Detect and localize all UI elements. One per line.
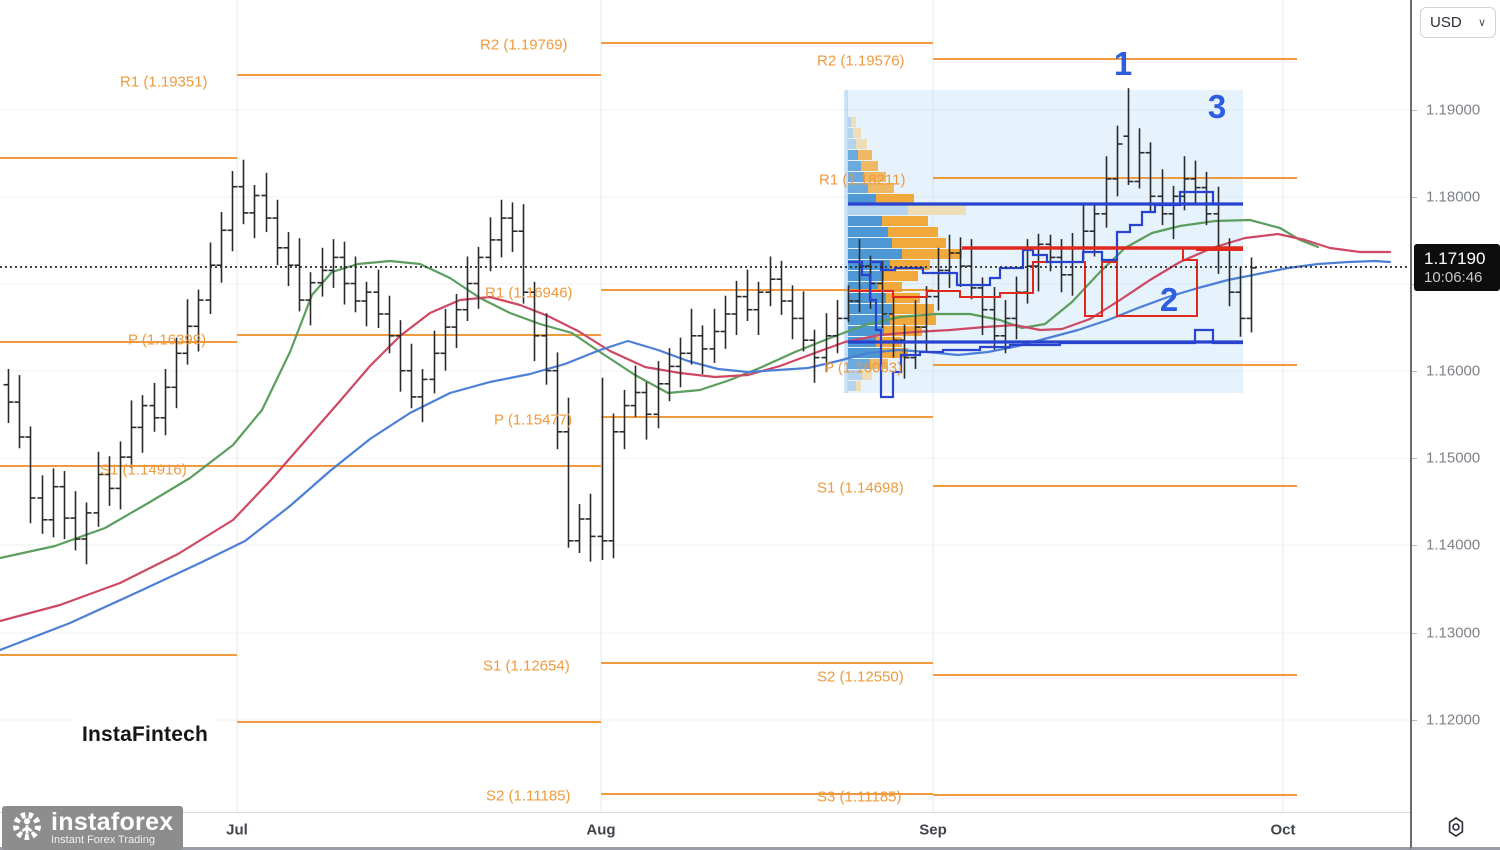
pivot-label: S2 (1.12550) xyxy=(817,668,904,686)
instaforex-gear-icon xyxy=(10,809,44,848)
watermark-box: InstaFintech xyxy=(74,712,216,758)
pivot-label: R1 (1.19351) xyxy=(120,73,208,91)
last-price-time: 10:06:46 xyxy=(1424,268,1483,286)
price-tick-label: 1.15000 xyxy=(1426,449,1481,467)
price-tick-label: 1.13000 xyxy=(1426,624,1481,642)
price-tick-mark xyxy=(1412,633,1417,634)
pivot-label: S2 (1.11185) xyxy=(486,787,571,805)
month-label-jul: Jul xyxy=(226,821,248,839)
price-tick-mark xyxy=(1412,458,1417,459)
logo-title: instaforex xyxy=(51,808,174,836)
last-price-value: 1.17190 xyxy=(1424,248,1486,268)
wave-annotation-2: 2 xyxy=(1159,281,1179,318)
ma-slow-blue xyxy=(0,259,1392,652)
pivot-label: R1 (1.18211) xyxy=(819,171,906,189)
time-axis[interactable]: Jul Aug Sep Oct xyxy=(0,812,1410,850)
price-tick-mark xyxy=(1412,720,1417,721)
price-axis[interactable]: USD ∨ 1.190001.180001.170001.160001.1500… xyxy=(1410,0,1500,812)
pivot-label: S1 (1.12654) xyxy=(483,657,570,675)
logo-subtitle: Instant Forex Trading xyxy=(51,834,155,846)
pivot-label: R2 (1.19576) xyxy=(817,52,905,70)
price-tick-mark xyxy=(1412,545,1417,546)
price-tick-label: 1.14000 xyxy=(1426,536,1481,554)
wave-annotation-1: 1 xyxy=(1113,45,1133,82)
pivot-label: P (1.16063) xyxy=(824,359,903,377)
last-price-label: 1.17190 10:06:46 xyxy=(1414,244,1500,291)
price-tick-label: 1.18000 xyxy=(1426,188,1481,206)
currency-selector-value: USD xyxy=(1430,14,1462,31)
currency-selector[interactable]: USD ∨ xyxy=(1420,7,1496,38)
month-label-oct: Oct xyxy=(1270,821,1296,839)
instaforex-logo: instaforex Instant Forex Trading xyxy=(2,806,183,850)
settings-icon[interactable] xyxy=(1445,816,1467,843)
wave-annotation-3: 3 xyxy=(1207,88,1227,125)
price-tick-label: 1.12000 xyxy=(1426,711,1481,729)
month-label-aug: Aug xyxy=(586,821,616,839)
pivot-label: S1 (1.14698) xyxy=(817,479,904,497)
pivot-label: S3 (1.11185) xyxy=(817,788,902,806)
pivot-label: R2 (1.19769) xyxy=(480,36,568,54)
price-tick-mark xyxy=(1412,197,1417,198)
price-tick-mark xyxy=(1412,371,1417,372)
chevron-down-icon: ∨ xyxy=(1477,17,1486,29)
chart-plot xyxy=(0,0,1410,812)
chart-canvas[interactable]: R1 (1.19351) R2 (1.19769) R2 (1.19576) R1 (… xyxy=(0,0,1410,850)
pivot-label: P (1.15477) xyxy=(494,411,573,429)
month-label-sep: Sep xyxy=(919,821,947,839)
price-tick-mark xyxy=(1412,110,1417,111)
pivot-label: S1 (1.14916) xyxy=(100,461,187,479)
watermark-text: InstaFintech xyxy=(81,723,209,746)
pivot-label: P (1.16399) xyxy=(128,331,207,349)
price-tick-label: 1.16000 xyxy=(1426,362,1481,380)
axis-settings-corner xyxy=(1410,812,1500,850)
price-tick-label: 1.19000 xyxy=(1426,101,1481,119)
pivot-label: R1 (1.16946) xyxy=(485,284,573,302)
